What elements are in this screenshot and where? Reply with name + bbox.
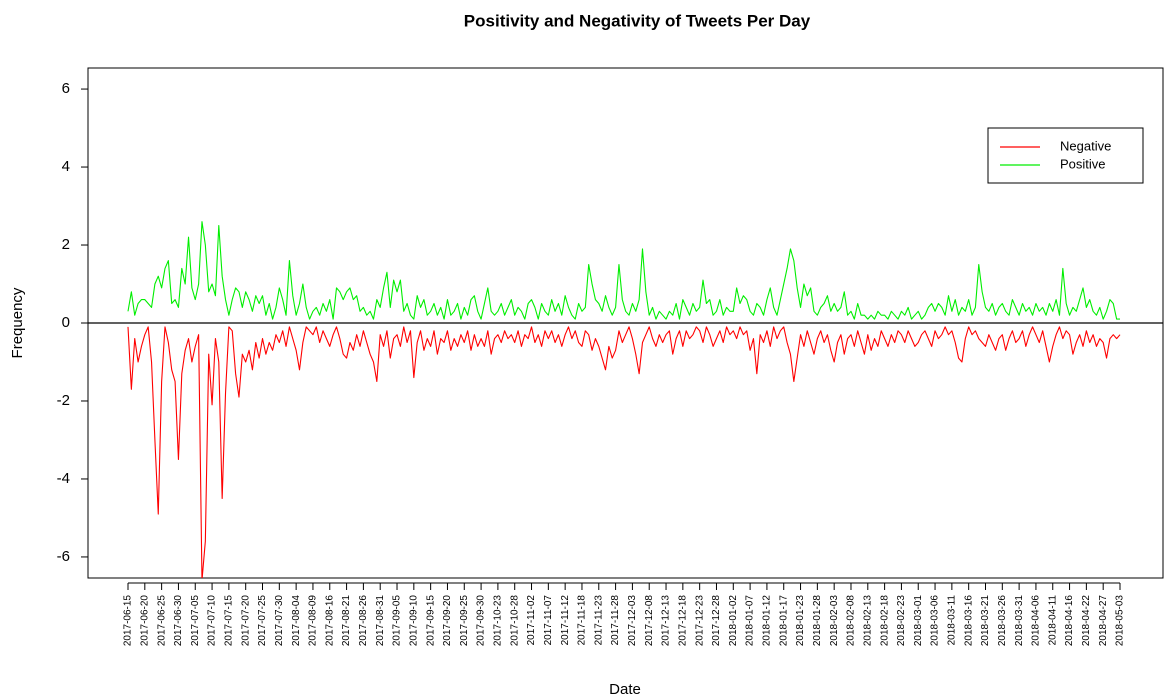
x-tick-label: 2017-06-25 [156,595,167,647]
x-tick-label: 2017-12-28 [711,595,722,647]
x-tick-label: 2017-09-20 [442,595,453,647]
x-tick-label: 2018-01-17 [778,595,789,647]
series-line [127,221,1120,320]
legend-box [987,127,1144,184]
x-tick-label: 2017-06-30 [173,595,184,647]
x-tick-label: 2018-02-13 [862,595,873,647]
x-tick-label: 2017-08-31 [375,595,386,647]
x-tick-label: 2018-03-11 [947,595,958,646]
chart-title: Positivity and Negativity of Tweets Per … [464,11,811,30]
x-tick-label: 2018-03-01 [913,595,924,647]
x-tick-label: 2017-09-25 [459,595,470,647]
x-tick-label: 2018-01-02 [728,595,739,647]
x-tick-label: 2018-02-23 [896,595,907,647]
legend-label: Positive [1060,156,1106,171]
x-tick-label: 2018-01-28 [812,595,823,647]
x-tick-label: 2017-09-15 [425,595,436,647]
x-tick-label: 2017-08-09 [308,595,319,647]
x-tick-label: 2017-06-20 [139,595,150,647]
x-tick-label: 2018-03-16 [963,595,974,647]
x-tick-label: 2017-11-12 [560,595,571,646]
x-tick-label: 2017-11-02 [526,595,537,646]
x-tick-label: 2017-11-18 [577,595,588,646]
x-tick-label: 2017-07-15 [224,595,235,647]
x-axis-label: Date [609,681,641,698]
plot-area [127,221,1121,578]
y-tick-label: -6 [57,548,70,565]
x-tick-label: 2017-12-18 [677,595,688,647]
x-tick-label: 2018-02-18 [879,595,890,647]
x-tick-label: 2018-03-06 [930,595,941,647]
y-tick-label: -4 [57,470,70,487]
y-tick-label: 4 [62,158,70,175]
y-axis-label: Frequency [9,287,26,358]
x-tick-label: 2017-08-26 [358,595,369,647]
x-tick-label: 2017-08-04 [291,595,302,647]
x-tick-label: 2017-08-16 [324,595,335,647]
x-tick-label: 2017-07-10 [207,595,218,647]
x-tick-label: 2017-12-23 [694,595,705,647]
x-tick-label: 2018-01-23 [795,595,806,647]
x-tick-label: 2017-12-08 [644,595,655,647]
x-tick-label: 2017-11-07 [543,595,554,646]
x-tick-label: 2017-06-15 [123,595,134,647]
x-tick-label: 2017-08-21 [341,595,352,647]
x-tick-label: 2017-12-03 [627,595,638,647]
x-tick-label: 2018-01-07 [745,595,756,647]
x-tick-label: 2018-03-21 [980,595,991,647]
x-tick-label: 2018-02-03 [829,595,840,647]
legend-label: Negative [1060,138,1111,153]
x-tick-label: 2017-07-20 [240,595,251,647]
y-tick-label: 2 [62,236,70,253]
x-tick-label: 2017-09-05 [392,595,403,647]
x-tick-label: 2018-04-16 [1064,595,1075,647]
x-tick-label: 2017-07-05 [190,595,201,647]
x-tick-label: 2018-03-31 [1014,595,1025,647]
y-tick-label: 0 [62,314,70,331]
y-tick-label: 6 [62,80,70,97]
x-tick-label: 2018-04-11 [1047,595,1058,646]
x-tick-label: 2017-11-23 [593,595,604,646]
x-tick-label: 2017-09-30 [476,595,487,647]
x-tick-label: 2017-09-10 [408,595,419,647]
x-tick-label: 2018-01-12 [762,595,773,647]
x-tick-label: 2017-11-28 [610,595,621,646]
series-line [127,326,1121,578]
x-tick-label: 2017-07-30 [274,595,285,647]
y-tick-label: -2 [57,392,70,409]
x-tick-label: 2018-02-08 [846,595,857,647]
x-tick-label: 2018-03-26 [997,595,1008,647]
x-tick-label: 2018-04-27 [1098,595,1109,647]
x-tick-label: 2017-12-13 [661,595,672,647]
x-tick-label: 2018-05-03 [1115,595,1126,647]
x-tick-label: 2018-04-06 [1031,595,1042,647]
x-tick-label: 2017-07-25 [257,595,268,647]
x-tick-label: 2017-10-23 [493,595,504,647]
x-tick-label: 2017-10-28 [509,595,520,647]
x-tick-label: 2018-04-22 [1081,595,1092,647]
